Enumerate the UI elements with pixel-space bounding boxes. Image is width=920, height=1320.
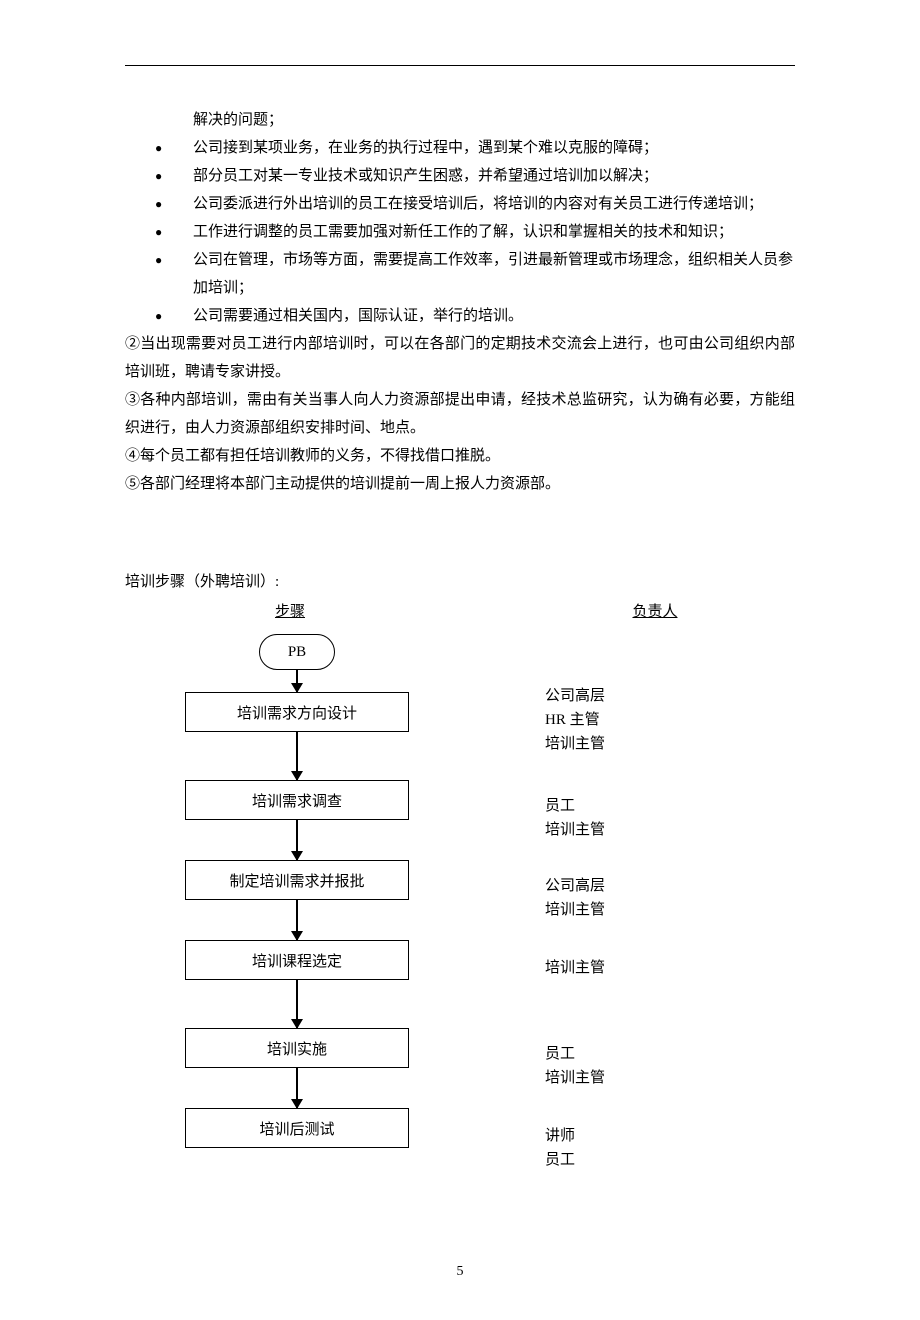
body-paragraph: ④每个员工都有担任培训教师的义务，不得找借口推脱。 xyxy=(125,442,795,470)
flow-arrow xyxy=(296,1068,298,1108)
responsibility-line: 公司高层 xyxy=(545,684,605,708)
flow-header-resp: 负责人 xyxy=(525,600,785,624)
flow-process-node: 培训需求调查 xyxy=(185,780,409,820)
responsibility-block: 讲师员工 xyxy=(545,1124,575,1172)
responsibility-line: 员工 xyxy=(545,1042,605,1066)
flow-start-node: PB xyxy=(259,634,335,670)
responsibility-block: 培训主管 xyxy=(545,956,605,980)
spacer xyxy=(125,498,795,568)
responsibility-block: 公司高层培训主管 xyxy=(545,874,605,922)
responsibility-line: 讲师 xyxy=(545,1124,575,1148)
bullet-item: 公司委派进行外出培训的员工在接受培训后，将培训的内容对有关员工进行传递培训； xyxy=(125,190,795,218)
responsibility-line: 公司高层 xyxy=(545,874,605,898)
responsibility-block: 员工培训主管 xyxy=(545,794,605,842)
lead-fragment: 解决的问题； xyxy=(193,106,795,134)
responsibility-line: 培训主管 xyxy=(545,956,605,980)
flow-arrow xyxy=(296,732,298,780)
responsibility-line: HR 主管 xyxy=(545,708,605,732)
responsibility-line: 培训主管 xyxy=(545,818,605,842)
flow-process-node: 培训实施 xyxy=(185,1028,409,1068)
flowchart-area: PB 培训需求方向设计培训需求调查制定培训需求并报批培训课程选定培训实施培训后测试… xyxy=(125,634,795,1234)
bullet-item: 公司接到某项业务，在业务的执行过程中，遇到某个难以克服的障碍； xyxy=(125,134,795,162)
body-paragraph: ②当出现需要对员工进行内部培训时，可以在各部门的定期技术交流会上进行，也可由公司… xyxy=(125,330,795,386)
bullet-item: 工作进行调整的员工需要加强对新任工作的了解，认识和掌握相关的技术和知识； xyxy=(125,218,795,246)
flow-process-node: 培训需求方向设计 xyxy=(185,692,409,732)
document-page: 解决的问题； 公司接到某项业务，在业务的执行过程中，遇到某个难以克服的障碍；部分… xyxy=(0,0,920,1320)
responsibility-line: 培训主管 xyxy=(545,898,605,922)
flow-section-title: 培训步骤（外聘培训）: xyxy=(125,568,795,596)
flow-arrow xyxy=(296,980,298,1028)
responsibility-block: 公司高层HR 主管培训主管 xyxy=(545,684,605,756)
body-paragraph: ⑤各部门经理将本部门主动提供的培训提前一周上报人力资源部。 xyxy=(125,470,795,498)
page-number: 5 xyxy=(125,1264,795,1280)
flowchart-column: PB 培训需求方向设计培训需求调查制定培训需求并报批培训课程选定培训实施培训后测试 xyxy=(177,634,417,1148)
bullet-list: 公司接到某项业务，在业务的执行过程中，遇到某个难以克服的障碍；部分员工对某一专业… xyxy=(125,134,795,330)
flow-arrow xyxy=(296,670,298,692)
flow-process-node: 培训课程选定 xyxy=(185,940,409,980)
flow-arrow xyxy=(296,900,298,940)
body-paragraph: ③各种内部培训，需由有关当事人向人力资源部提出申请，经技术总监研究，认为确有必要… xyxy=(125,386,795,442)
flow-header-row: 步骤 负责人 xyxy=(125,600,795,624)
header-rule xyxy=(125,65,795,66)
flow-process-node: 培训后测试 xyxy=(185,1108,409,1148)
flow-process-node: 制定培训需求并报批 xyxy=(185,860,409,900)
responsibility-line: 培训主管 xyxy=(545,1066,605,1090)
flow-arrow xyxy=(296,820,298,860)
responsibility-line: 员工 xyxy=(545,794,605,818)
bullet-item: 部分员工对某一专业技术或知识产生困惑，并希望通过培训加以解决； xyxy=(125,162,795,190)
responsibility-line: 员工 xyxy=(545,1148,575,1172)
responsibility-block: 员工培训主管 xyxy=(545,1042,605,1090)
responsibility-line: 培训主管 xyxy=(545,732,605,756)
flow-header-step: 步骤 xyxy=(125,600,455,624)
bullet-item: 公司需要通过相关国内，国际认证，举行的培训。 xyxy=(125,302,795,330)
numbered-paragraphs: ②当出现需要对员工进行内部培训时，可以在各部门的定期技术交流会上进行，也可由公司… xyxy=(125,330,795,498)
bullet-item: 公司在管理，市场等方面，需要提高工作效率，引进最新管理或市场理念，组织相关人员参… xyxy=(125,246,795,302)
